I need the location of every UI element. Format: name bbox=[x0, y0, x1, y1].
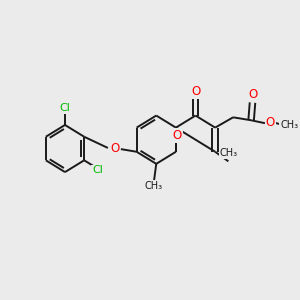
Text: Cl: Cl bbox=[60, 103, 70, 113]
Text: CH₃: CH₃ bbox=[145, 181, 163, 190]
Text: CH₃: CH₃ bbox=[219, 148, 237, 158]
Text: O: O bbox=[191, 85, 200, 98]
Text: O: O bbox=[266, 116, 275, 129]
Text: O: O bbox=[248, 88, 257, 101]
Text: Cl: Cl bbox=[92, 166, 103, 176]
Text: CH₃: CH₃ bbox=[281, 120, 299, 130]
Text: O: O bbox=[110, 142, 119, 155]
Text: O: O bbox=[173, 129, 182, 142]
